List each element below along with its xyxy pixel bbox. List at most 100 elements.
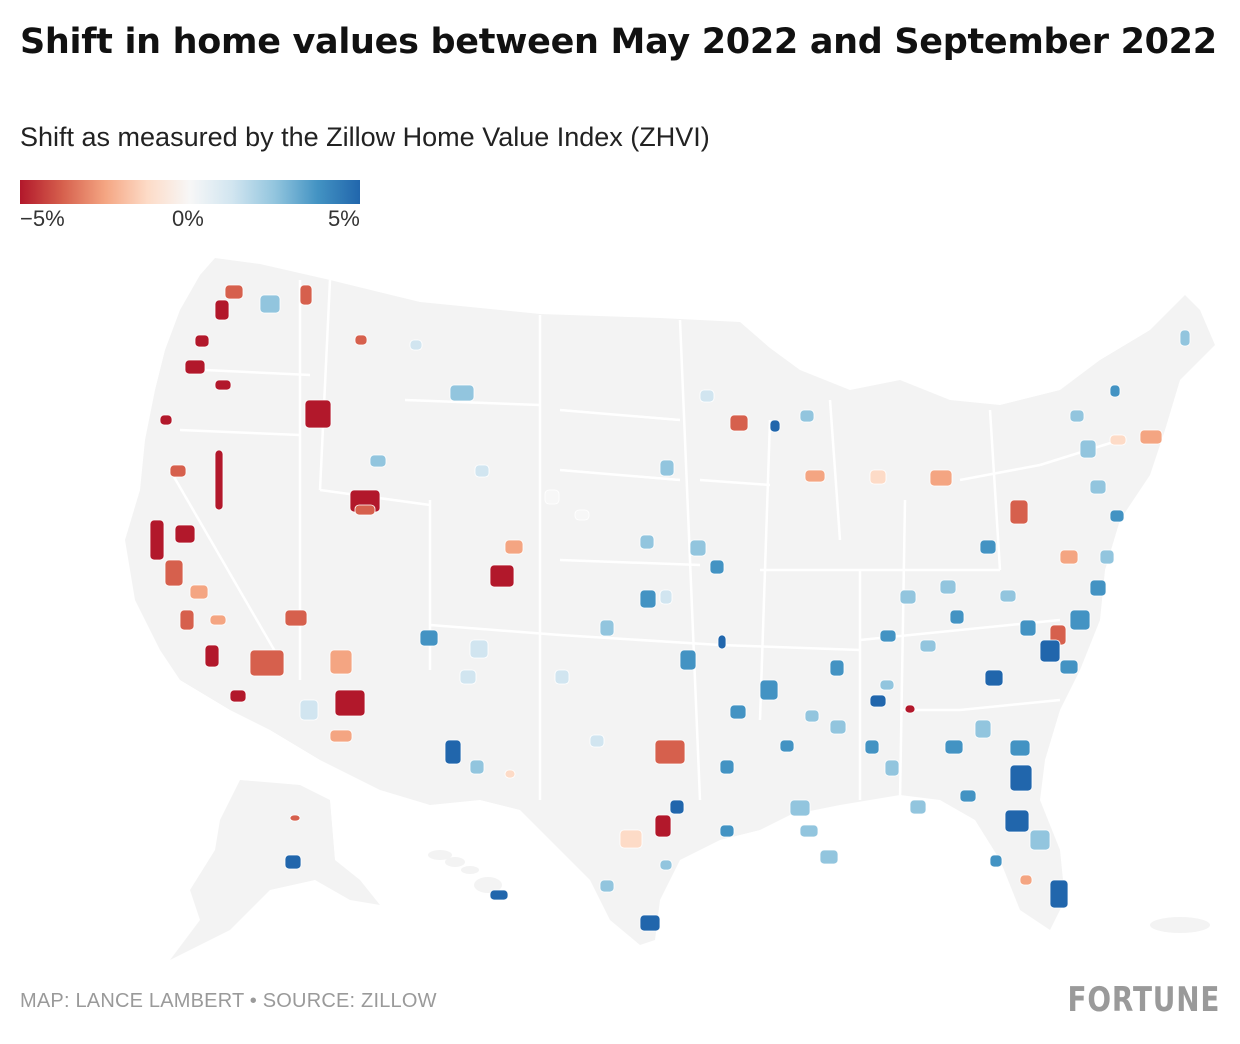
state-border-line	[404, 398, 541, 407]
metro-area	[504, 769, 516, 779]
metro-area	[1039, 639, 1061, 663]
map-credit: MAP: LANCE LAMBERT • SOURCE: ZILLOW	[20, 990, 437, 1012]
metro-area	[1079, 439, 1097, 459]
metro-area	[214, 379, 232, 391]
metro-area	[879, 679, 895, 691]
metro-area	[719, 759, 735, 775]
state-border-line	[959, 698, 1061, 712]
metro-area	[1069, 609, 1091, 631]
metro-area	[804, 469, 826, 483]
state-border-line	[559, 408, 681, 422]
metro-area	[259, 294, 281, 314]
metro-area	[329, 729, 353, 743]
metro-area	[944, 739, 964, 755]
metro-area	[589, 734, 605, 748]
metro-area	[904, 704, 916, 714]
metro-area	[469, 639, 489, 659]
metro-area	[164, 559, 184, 587]
metro-area	[869, 694, 887, 708]
metro-area	[459, 669, 477, 685]
metro-area	[909, 799, 927, 815]
metro-area	[489, 564, 515, 588]
state-border-line	[678, 319, 702, 801]
metro-area	[689, 539, 707, 557]
metro-area	[369, 454, 387, 468]
metro-area	[1004, 809, 1030, 833]
metro-area	[1109, 509, 1125, 523]
metro-area	[929, 469, 953, 487]
metro-area	[184, 359, 206, 375]
metro-area	[659, 459, 675, 477]
metro-area	[224, 284, 244, 300]
metro-area	[284, 854, 302, 870]
metro-area	[159, 414, 173, 426]
metro-area	[1109, 434, 1127, 446]
metro-area	[829, 719, 847, 735]
metro-area	[799, 824, 819, 838]
metro-area	[779, 739, 795, 753]
metro-area	[354, 334, 368, 346]
metro-area	[1089, 479, 1107, 495]
state-border-line	[719, 643, 861, 652]
metro-area	[949, 609, 965, 625]
metro-area	[1009, 739, 1031, 757]
metro-area	[289, 814, 301, 822]
hawaii-island	[461, 866, 479, 874]
metro-area	[554, 669, 570, 685]
state-border-line	[429, 623, 561, 637]
metro-area	[659, 589, 673, 605]
metro-area	[329, 649, 353, 675]
metro-area	[1029, 829, 1051, 851]
legend-max-label: 5%	[328, 206, 360, 231]
metro-area	[544, 489, 560, 505]
metro-area	[659, 859, 673, 871]
metro-area	[284, 609, 308, 627]
metro-area	[759, 679, 779, 701]
metro-area	[574, 509, 590, 521]
metro-area	[719, 824, 735, 838]
metro-area	[619, 829, 643, 849]
chart-title: Shift in home values between May 2022 an…	[20, 22, 1217, 62]
metro-area	[959, 789, 977, 803]
metro-area	[884, 759, 900, 777]
metro-area	[304, 399, 332, 429]
metro-area	[669, 799, 685, 815]
metro-area	[919, 639, 937, 653]
metro-area	[1059, 659, 1079, 675]
metro-area	[974, 719, 992, 739]
metro-area	[989, 854, 1003, 868]
metro-area	[1019, 874, 1033, 886]
us-metro-map	[125, 258, 1215, 960]
metro-area	[1049, 879, 1069, 909]
hawaii-island	[445, 857, 465, 867]
metro-area	[214, 449, 224, 511]
metro-area	[654, 814, 672, 838]
hawaii-island	[428, 850, 452, 860]
metro-area	[449, 384, 475, 402]
metro-area	[1009, 764, 1033, 792]
state-border-line	[318, 279, 332, 491]
metro-area	[654, 739, 686, 765]
metro-area	[489, 889, 509, 901]
legend-min-label: −5%	[20, 206, 65, 231]
metro-area	[409, 339, 423, 351]
metro-area	[204, 644, 220, 668]
metro-area	[769, 419, 781, 433]
state-border-line	[168, 469, 282, 661]
metro-area	[444, 739, 462, 765]
metro-area	[869, 469, 887, 485]
metro-area	[1179, 329, 1191, 347]
metro-area	[999, 589, 1017, 603]
metro-area	[174, 524, 196, 544]
metro-area	[1099, 549, 1115, 565]
metro-area	[899, 589, 917, 605]
metro-area	[639, 589, 657, 609]
metro-area	[1009, 499, 1029, 525]
metro-area	[679, 649, 697, 671]
metro-area	[419, 629, 439, 647]
metro-area	[1089, 579, 1107, 597]
state-border-line	[559, 468, 681, 482]
state-border-line	[179, 428, 301, 437]
metro-area	[474, 464, 490, 478]
metro-area	[249, 649, 285, 677]
